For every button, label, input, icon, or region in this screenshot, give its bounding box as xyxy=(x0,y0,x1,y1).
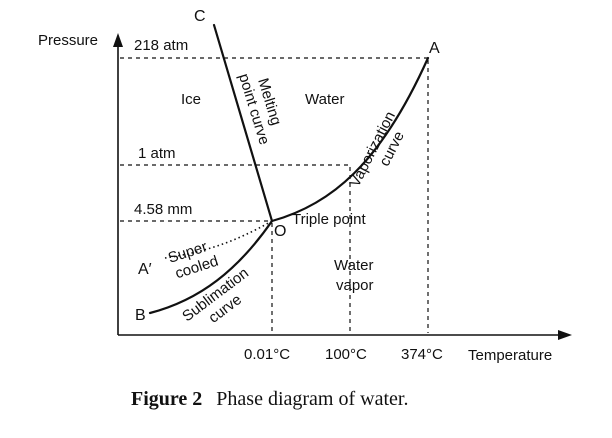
region-water-vapor-1: Water xyxy=(334,257,373,274)
figure-label: Figure 2 xyxy=(131,388,202,410)
figure-caption-text: Phase diagram of water. xyxy=(216,388,408,410)
point-a-label: A xyxy=(429,40,440,57)
tick-374c: 374°C xyxy=(401,346,443,363)
y-axis-label: Pressure xyxy=(38,32,98,49)
supercooled-label: Super cooled xyxy=(166,238,220,282)
tick-458mm: 4.58 mm xyxy=(134,201,192,218)
point-a-prime-label: A′ xyxy=(138,261,152,278)
sublimation-curve xyxy=(148,219,274,315)
melting-curve-label: Melting point curve xyxy=(235,72,285,147)
region-water-vapor-2: vapor xyxy=(336,277,374,294)
point-o-label: O xyxy=(274,223,286,240)
triple-point-label: Triple point xyxy=(292,211,366,228)
tick-1atm: 1 atm xyxy=(138,145,176,162)
tick-218atm: 218 atm xyxy=(134,37,188,54)
figure-caption: Figure 2 Phase diagram of water. xyxy=(131,388,408,410)
vaporization-curve-label: Vaporization curve xyxy=(346,109,407,190)
x-axis-arrow xyxy=(558,330,572,340)
x-axis-label: Temperature xyxy=(468,347,552,364)
y-axis-arrow xyxy=(113,33,123,47)
melting-point-curve xyxy=(212,23,274,223)
vaporization-curve xyxy=(270,56,430,223)
tick-001c: 0.01°C xyxy=(244,346,290,363)
point-c-label: C xyxy=(194,8,206,25)
point-b-label: B xyxy=(135,307,146,324)
tick-100c: 100°C xyxy=(325,346,367,363)
region-water: Water xyxy=(305,91,344,108)
region-ice: Ice xyxy=(181,91,201,108)
